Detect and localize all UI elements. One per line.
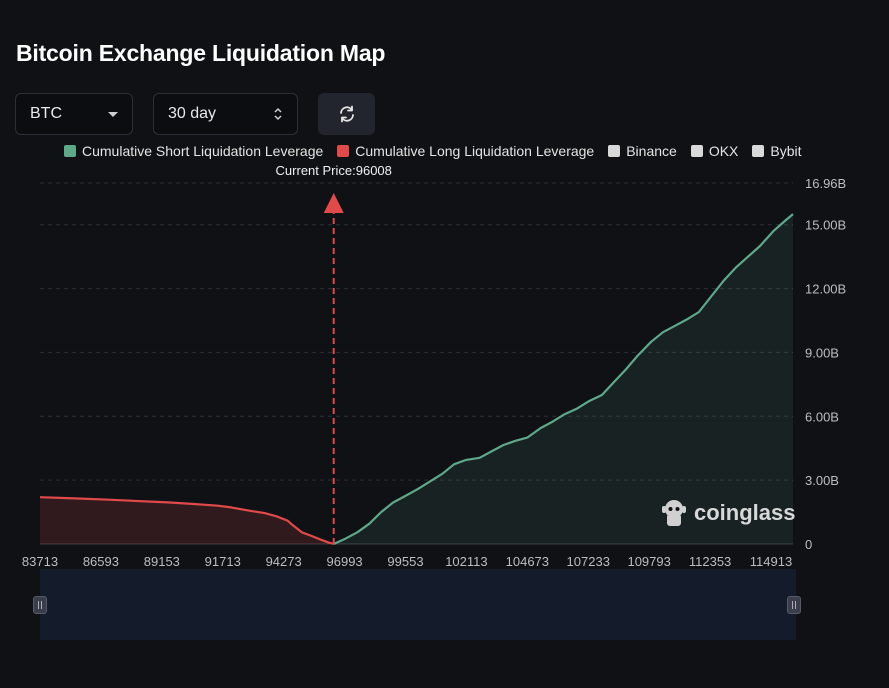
- period-select-value: 30 day: [168, 105, 217, 122]
- x-tick-label: 114913: [750, 554, 792, 569]
- current-price-label: Current Price:96008: [276, 163, 392, 178]
- legend-label-binance: Binance: [626, 143, 677, 159]
- zoom-slider-left-handle[interactable]: [33, 596, 47, 614]
- series-area-long: [40, 497, 334, 544]
- zoom-slider-right-handle[interactable]: [787, 596, 801, 614]
- series-lines: [39, 213, 794, 546]
- legend-item-short[interactable]: Cumulative Short Liquidation Leverage: [64, 143, 323, 159]
- x-tick-label: 94273: [266, 554, 302, 569]
- x-tick-label: 109793: [627, 554, 670, 569]
- y-tick-label: 6.00B: [805, 409, 839, 424]
- series-areas: [40, 214, 793, 544]
- x-tick-label: 107233: [567, 554, 610, 569]
- x-tick-label: 104673: [506, 554, 549, 569]
- x-tick-label: 96993: [327, 554, 363, 569]
- legend-swatch-okx: [690, 145, 703, 157]
- legend-item-long[interactable]: Cumulative Long Liquidation Leverage: [337, 143, 594, 159]
- x-tick-label: 112353: [689, 554, 731, 569]
- chevron-down-icon: [108, 111, 118, 117]
- page-title: Bitcoin Exchange Liquidation Map: [16, 40, 386, 66]
- y-tick-label: 3.00B: [805, 473, 839, 488]
- legend-swatch-binance: [608, 145, 621, 157]
- y-tick-label: 16.96B: [805, 176, 846, 191]
- legend-label-okx: OKX: [708, 143, 739, 159]
- y-axis-labels: 0 3.00B 6.00B 9.00B 12.00B 15.00B 16.96B: [805, 176, 846, 552]
- y-tick-label: 9.00B: [805, 345, 839, 360]
- legend-label-long: Cumulative Long Liquidation Leverage: [355, 143, 595, 159]
- x-axis-labels: 83713 86593 89153 91713 94273 96993 99553 10211…: [22, 554, 792, 569]
- series-area-short: [333, 214, 793, 544]
- refresh-button[interactable]: [318, 93, 375, 135]
- legend-item-binance[interactable]: Binance: [608, 143, 677, 159]
- series-line-long: [39, 496, 335, 546]
- legend-swatch-long: [337, 145, 350, 157]
- x-tick-label: 83713: [22, 554, 58, 569]
- zoom-slider[interactable]: [40, 569, 796, 640]
- watermark: coinglass: [660, 498, 795, 528]
- legend-item-bybit[interactable]: Bybit: [752, 143, 802, 159]
- x-tick-label: 102113: [445, 554, 487, 569]
- y-tick-label: 15.00B: [805, 218, 846, 233]
- refresh-icon: [339, 105, 354, 123]
- watermark-text: coinglass: [694, 500, 796, 525]
- coinglass-logo-icon: [662, 500, 686, 526]
- legend-swatch-bybit: [752, 145, 765, 157]
- legend-label-bybit: Bybit: [770, 143, 802, 159]
- symbol-select[interactable]: BTC: [15, 93, 133, 135]
- y-tick-label: 12.00B: [805, 282, 846, 297]
- grid-lines: [40, 182, 793, 545]
- x-tick-label: 89153: [144, 554, 180, 569]
- chart-legend: Cumulative Short Liquidation Leverage Cu…: [64, 142, 816, 160]
- legend-swatch-short: [64, 145, 76, 157]
- current-price-marker: Current Price:96008: [276, 163, 392, 544]
- x-tick-label: 99553: [387, 554, 423, 569]
- chevron-up-down-icon: [274, 107, 282, 121]
- symbol-select-value: BTC: [30, 105, 62, 122]
- legend-label-short: Cumulative Short Liquidation Leverage: [82, 143, 324, 159]
- period-select[interactable]: 30 day: [153, 93, 298, 135]
- series-line-short: [333, 213, 794, 546]
- x-tick-label: 91713: [205, 554, 241, 569]
- legend-item-okx[interactable]: OKX: [690, 143, 739, 159]
- y-tick-label: 0: [805, 537, 812, 552]
- x-tick-label: 86593: [83, 554, 119, 569]
